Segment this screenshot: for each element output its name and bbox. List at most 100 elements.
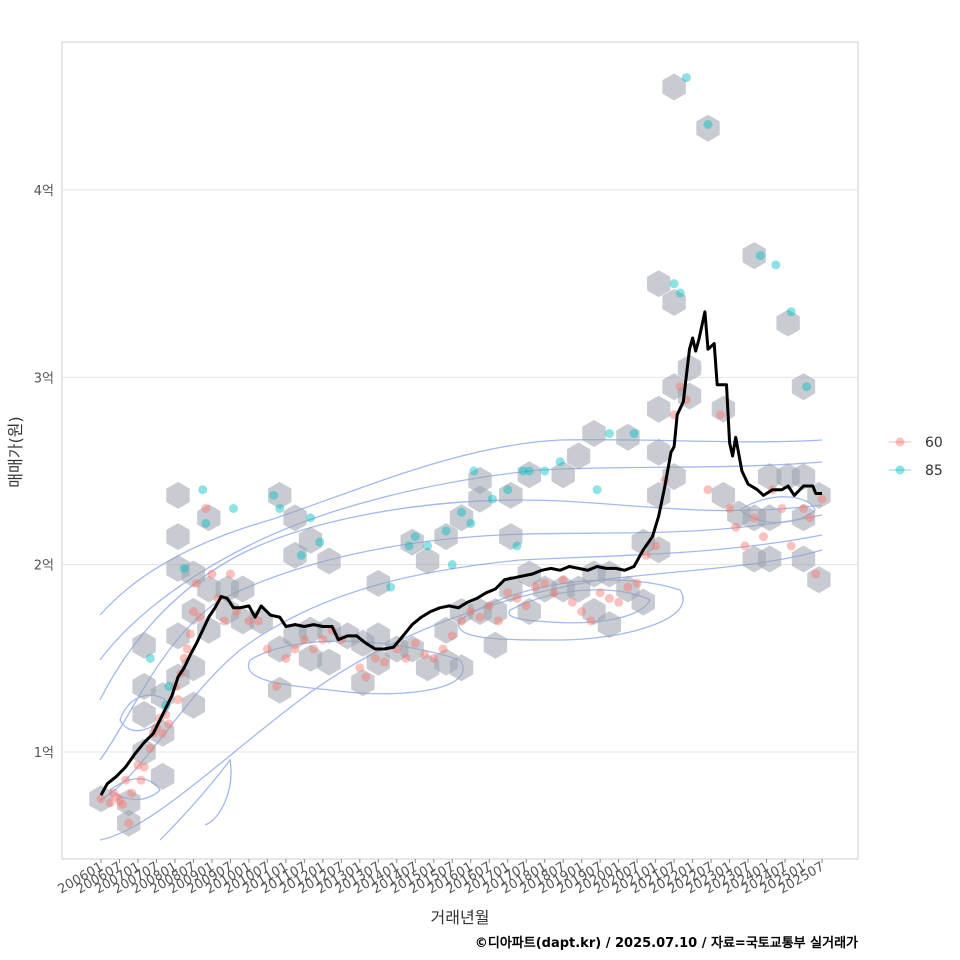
legend: 60 85 <box>889 435 943 479</box>
hexbin-cell <box>317 648 341 676</box>
hexbin-cell <box>197 504 221 532</box>
hexbin-cell <box>231 575 255 603</box>
scatter-point-85 <box>703 119 713 129</box>
scatter-point-85 <box>275 503 285 513</box>
hexbin-cell <box>757 504 782 532</box>
hexbin-cell <box>283 504 307 532</box>
hexbin-cell <box>662 288 686 316</box>
scatter-point-85 <box>503 485 513 495</box>
hexbin-cell <box>647 438 671 466</box>
hexbin-cell <box>791 504 816 532</box>
scatter-point-85 <box>675 288 685 298</box>
scatter-point-85 <box>423 541 433 551</box>
scatter-point-60 <box>614 597 624 607</box>
x-axis-title: 거래년월 <box>431 908 490 927</box>
contour-line <box>99 514 823 761</box>
scatter-point-60 <box>244 616 254 626</box>
hexbin-cell <box>449 504 474 532</box>
scatter-point-60 <box>429 653 439 663</box>
scatter-point-60 <box>567 597 577 607</box>
hexbin-cell <box>677 354 702 382</box>
scatter-point-60 <box>420 650 430 660</box>
scatter-point-60 <box>262 644 272 654</box>
scatter-point-60 <box>272 681 282 691</box>
scatter-point-60 <box>108 788 118 798</box>
hexbin-cell <box>566 575 591 603</box>
scatter-point-60 <box>715 410 725 420</box>
scatter-point-85 <box>540 466 550 476</box>
legend-item-85: 85 <box>889 463 943 479</box>
scatter-point-60 <box>549 588 559 598</box>
scatter-point-60 <box>124 818 134 828</box>
scatter-point-60 <box>675 382 685 392</box>
legend-key-60 <box>895 437 905 447</box>
scatter-point-85 <box>629 429 639 439</box>
scatter-point-60 <box>484 601 494 611</box>
x-axis-ticks: 2006012006072007012007072008012008072009… <box>56 859 827 897</box>
hexbin-cell <box>499 523 523 551</box>
scatter-point-60 <box>817 494 827 504</box>
hexbin-cell <box>757 545 782 573</box>
hexbin-cell <box>197 616 221 644</box>
hexbin-cell <box>132 672 156 700</box>
scatter-point-60 <box>703 485 713 495</box>
scatter-point-85 <box>487 494 497 504</box>
scatter-point-60 <box>466 607 476 616</box>
hexbin-cell <box>298 616 323 644</box>
scatter-point-85 <box>512 541 522 551</box>
scatter-point-85 <box>466 518 476 528</box>
scatter-point-60 <box>318 635 328 645</box>
scatter-point-60 <box>641 550 651 560</box>
scatter-point-85 <box>457 507 466 517</box>
scatter-point-60 <box>158 728 168 738</box>
scatter-point-85 <box>518 466 528 476</box>
scatter-point-60 <box>632 578 642 588</box>
contour-line <box>99 461 823 661</box>
hexbin-cell <box>776 309 800 337</box>
hexbin-cell <box>181 598 206 625</box>
hexbin-cell <box>468 466 492 494</box>
scatter-point-60 <box>521 601 531 611</box>
scatter-point-60 <box>447 631 457 641</box>
scatter-point-85 <box>469 466 479 476</box>
hexbin-cell <box>132 631 156 659</box>
hexbin-cell <box>298 526 323 554</box>
scatter-point-60 <box>121 775 131 785</box>
scatter-point-60 <box>118 799 128 809</box>
scatter-point-60 <box>475 612 485 622</box>
scatter-point-60 <box>195 612 205 622</box>
scatter-point-60 <box>105 798 115 808</box>
hexbin-cell <box>631 588 655 616</box>
scatter-point-60 <box>355 663 365 673</box>
hexbin-cell <box>662 73 686 101</box>
scatter-point-60 <box>225 569 235 579</box>
hexbin-cell <box>166 523 190 551</box>
hexbin-cell <box>517 461 541 489</box>
scatter-point-85 <box>296 550 306 560</box>
scatter-point-60 <box>361 672 371 682</box>
scatter-point-60 <box>299 635 309 645</box>
scatter-point-85 <box>681 73 691 83</box>
scatter-point-85 <box>386 582 396 592</box>
hexbin-cell <box>483 631 508 659</box>
scatter-point-60 <box>188 607 198 616</box>
scatter-point-60 <box>799 503 809 513</box>
source-caption: ©디아파트(dapt.kr) / 2025.07.10 / 자료=국토교통부 실… <box>475 935 858 951</box>
hexbin-cell <box>468 485 492 513</box>
scatter-point-60 <box>805 513 815 523</box>
scatter-point-60 <box>136 775 146 785</box>
scatter-point-60 <box>281 653 291 663</box>
hexbin-cell <box>415 654 440 682</box>
scatter-point-85 <box>771 260 781 270</box>
scatter-point-85 <box>555 457 565 467</box>
scatter-point-85 <box>669 279 679 289</box>
hexbin-cell <box>791 545 816 573</box>
scatter-point-85 <box>269 490 279 500</box>
y-tick-label: 2억 <box>34 559 54 574</box>
scatter-point-60 <box>207 569 217 579</box>
scatter-point-60 <box>133 760 143 770</box>
scatter-point-60 <box>410 638 420 648</box>
contour-line <box>99 534 823 801</box>
scatter-point-60 <box>731 522 741 532</box>
legend-label-60: 60 <box>925 435 943 451</box>
